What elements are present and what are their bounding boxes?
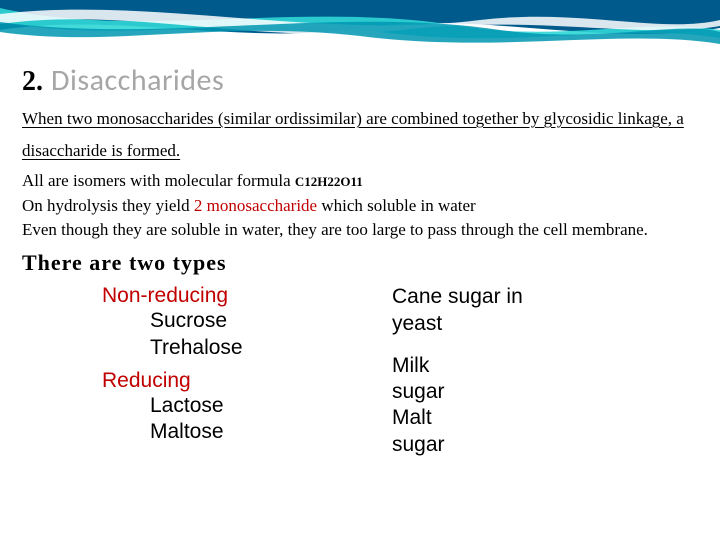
item-lactose: Lactose: [102, 393, 382, 419]
desc-cane-2: yeast: [392, 311, 682, 337]
isomers-pre: All are isomers with molecular formula: [22, 171, 295, 190]
hydrolysis-red: 2 monosaccharide: [194, 196, 317, 215]
decorative-wave-banner: [0, 0, 720, 60]
category-reducing: Reducing: [102, 369, 382, 393]
desc-malt-1: Malt: [392, 405, 682, 431]
slide-content: 2. Disaccharides When two monosaccharide…: [0, 62, 720, 458]
left-column: Non-reducing Sucrose Trehalose Reducing …: [22, 282, 382, 458]
desc-cane-1: Cane sugar in: [392, 284, 682, 310]
hydrolysis-line: On hydrolysis they yield 2 monosaccharid…: [22, 195, 698, 218]
hydrolysis-pre: On hydrolysis they yield: [22, 196, 194, 215]
intro-paragraph: When two monosaccharides (similar ordiss…: [22, 103, 698, 168]
title-number: 2.: [22, 66, 43, 98]
molecular-formula: C12H22O11: [295, 174, 363, 189]
wave-svg: [0, 0, 720, 60]
two-types-heading: There are two types: [22, 250, 698, 276]
hydrolysis-post: which soluble in water: [317, 196, 476, 215]
desc-malt-2: sugar: [392, 432, 682, 458]
right-column: Cane sugar in yeast Milk sugar Malt suga…: [382, 282, 682, 458]
item-sucrose: Sucrose: [102, 308, 382, 334]
title-text: Disaccharides: [51, 62, 224, 99]
isomers-line: All are isomers with molecular formula C…: [22, 170, 698, 193]
desc-milk-2: sugar: [392, 379, 682, 405]
title-row: 2. Disaccharides: [22, 62, 698, 99]
desc-milk-1: Milk: [392, 353, 682, 379]
columns: Non-reducing Sucrose Trehalose Reducing …: [22, 282, 698, 458]
item-trehalose: Trehalose: [102, 335, 382, 361]
category-nonreducing: Non-reducing: [102, 284, 382, 308]
item-maltose: Maltose: [102, 419, 382, 445]
membrane-line: Even though they are soluble in water, t…: [22, 219, 698, 242]
